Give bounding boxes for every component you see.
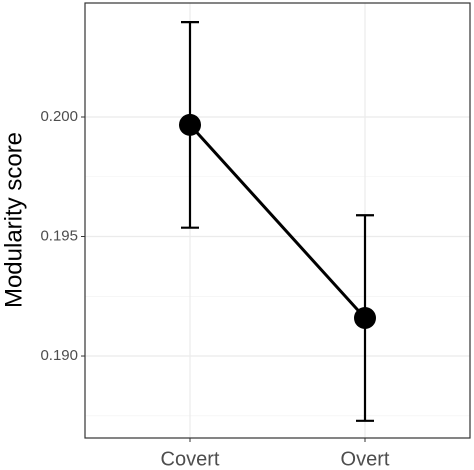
y-tick-label: 0.195 — [40, 227, 78, 244]
y-axis-label: Modularity score — [0, 132, 27, 308]
panel-border — [84, 2, 471, 439]
y-tick-label: 0.190 — [40, 347, 78, 364]
point — [179, 113, 201, 136]
y-tick-label: 0.200 — [40, 108, 78, 125]
line — [188, 123, 367, 320]
point — [354, 307, 376, 330]
x-tick-label: Overt — [341, 448, 390, 470]
x-tick-label: Covert — [161, 448, 220, 470]
